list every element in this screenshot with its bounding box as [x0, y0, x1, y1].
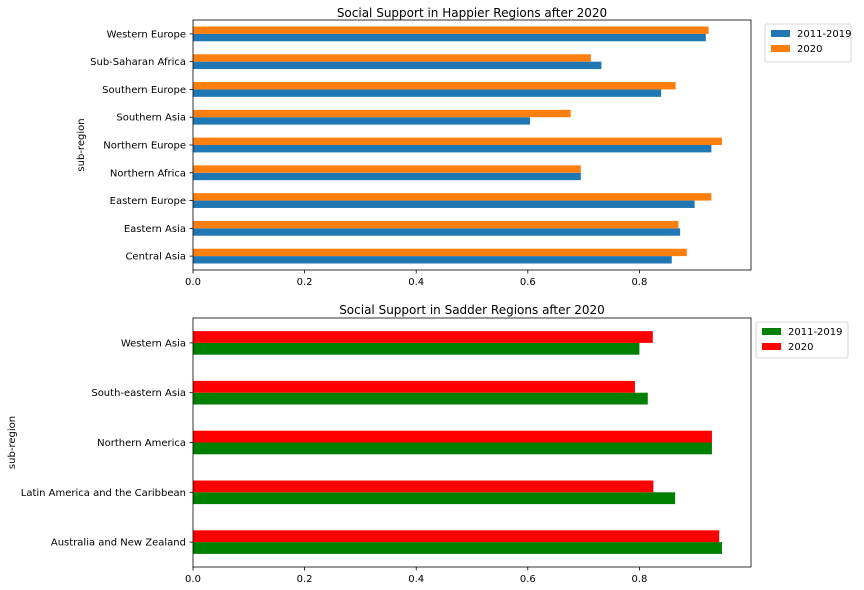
bar-2011-2019-latin-america-and-the-caribbean	[193, 492, 676, 505]
bar-2011-2019-central-asia	[193, 256, 672, 264]
y-tick-label: Central Asia	[125, 252, 186, 263]
chart-title: Social Support in Happier Regions after …	[337, 6, 607, 20]
bar-2011-2019-sub-saharan-africa	[193, 61, 602, 70]
y-axis-label: sub-region	[7, 416, 18, 469]
chart-title: Social Support in Sadder Regions after 2…	[339, 303, 605, 317]
legend-swatch	[762, 328, 781, 335]
bar-2020-sub-saharan-africa	[193, 54, 591, 62]
bar-2020-eastern-asia	[193, 220, 679, 229]
x-tick-label: 0.6	[520, 574, 536, 585]
bar-2011-2019-northern-europe	[193, 145, 712, 153]
legend-label: 2020	[797, 44, 822, 55]
legend: 2011-2019 2020	[764, 23, 852, 63]
bar-2011-2019-western-asia	[193, 342, 640, 355]
x-tick-label: 0.8	[631, 277, 647, 288]
legend: 2011-2019 2020	[755, 321, 849, 359]
bar-2011-2019-australia-and-new-zealand	[193, 542, 722, 554]
y-tick-label: Southern Europe	[102, 85, 186, 96]
y-axis-label: sub-region	[76, 118, 87, 171]
legend-swatch	[762, 343, 781, 350]
bar-2020-south-eastern-asia	[193, 380, 635, 393]
y-tick-label: Latin America and the Caribbean	[21, 488, 186, 499]
bar-2011-2019-northern-africa	[193, 172, 581, 181]
x-tick-label: 0.4	[408, 574, 424, 585]
chart-1: Central Asia Eastern Asia Eastern Europe No…	[76, 6, 852, 288]
bar-2020-southern-europe	[193, 82, 676, 90]
y-tick-label: Eastern Asia	[124, 224, 186, 235]
legend-label: 2020	[788, 342, 813, 353]
bar-2011-2019-southern-asia	[193, 117, 531, 125]
bar-2020-latin-america-and-the-caribbean	[193, 480, 654, 493]
x-tick-label: 0.2	[297, 574, 313, 585]
bar-2011-2019-eastern-europe	[193, 200, 695, 208]
y-tick-label: Australia and New Zealand	[51, 538, 186, 549]
y-tick-label: Southern Asia	[116, 113, 186, 124]
y-tick-label: South-eastern Asia	[91, 388, 186, 399]
bar-2011-2019-south-eastern-asia	[193, 392, 648, 405]
y-tick-label: Northern America	[97, 438, 186, 449]
bar-2020-northern-america	[193, 430, 712, 443]
legend-swatch	[771, 45, 790, 52]
bar-2011-2019-southern-europe	[193, 89, 662, 97]
legend-label: 2011-2019	[788, 327, 843, 338]
y-tick-label: Sub-Saharan Africa	[90, 57, 186, 68]
bar-2011-2019-western-europe	[193, 33, 706, 42]
bar-2020-western-europe	[193, 26, 709, 34]
x-tick-label: 0.0	[185, 574, 201, 585]
plot-frame	[192, 19, 752, 271]
plot-frame	[192, 317, 752, 568]
y-tick-label: Western Europe	[107, 29, 186, 40]
legend-swatch	[771, 30, 790, 37]
bar-2011-2019-eastern-asia	[193, 228, 681, 236]
bar-2020-northern-africa	[193, 165, 581, 173]
x-tick-label: 0.0	[185, 277, 201, 288]
x-tick-label: 0.4	[408, 277, 424, 288]
legend-label: 2011-2019	[797, 29, 852, 40]
chart-2: Australia and New Zealand Latin America a…	[7, 303, 849, 585]
bar-2020-southern-asia	[193, 109, 571, 118]
bar-2020-australia-and-new-zealand	[193, 530, 720, 543]
y-tick-label: Northern Europe	[103, 141, 186, 152]
bar-2020-western-asia	[193, 331, 653, 343]
x-tick-label: 0.6	[520, 277, 536, 288]
bar-2011-2019-northern-america	[193, 442, 712, 455]
y-tick-label: Northern Africa	[110, 168, 186, 179]
x-tick-label: 0.8	[631, 574, 647, 585]
y-tick-label: Western Asia	[121, 338, 186, 349]
bar-2020-northern-europe	[193, 137, 722, 145]
y-tick-label: Eastern Europe	[110, 196, 186, 207]
bar-2020-eastern-europe	[193, 193, 712, 201]
x-tick-label: 0.2	[297, 277, 313, 288]
bar-2020-central-asia	[193, 248, 687, 257]
